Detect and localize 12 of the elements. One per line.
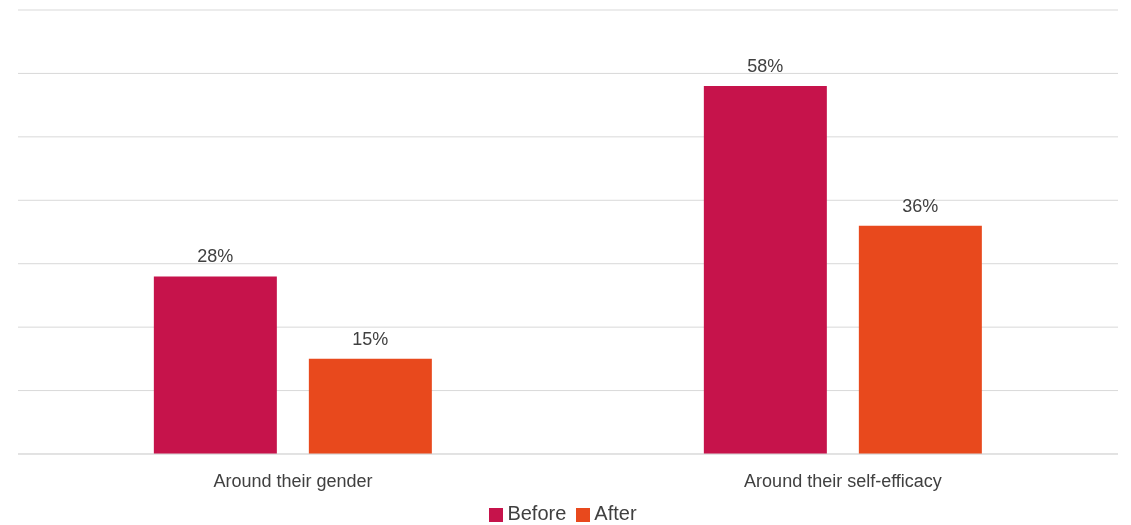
bar (153, 276, 277, 454)
bar (308, 358, 432, 454)
data-label: 36% (902, 195, 939, 216)
x-tick-label: Around their self-efficacy (744, 470, 942, 491)
data-label: 15% (352, 328, 389, 349)
x-tick-label: Around their gender (213, 470, 373, 491)
legend-label: Before (507, 502, 567, 524)
legend-label: After (594, 502, 637, 524)
data-label: 58% (747, 56, 784, 77)
data-label: 28% (197, 246, 234, 267)
bar (858, 225, 982, 454)
bar (703, 86, 827, 454)
